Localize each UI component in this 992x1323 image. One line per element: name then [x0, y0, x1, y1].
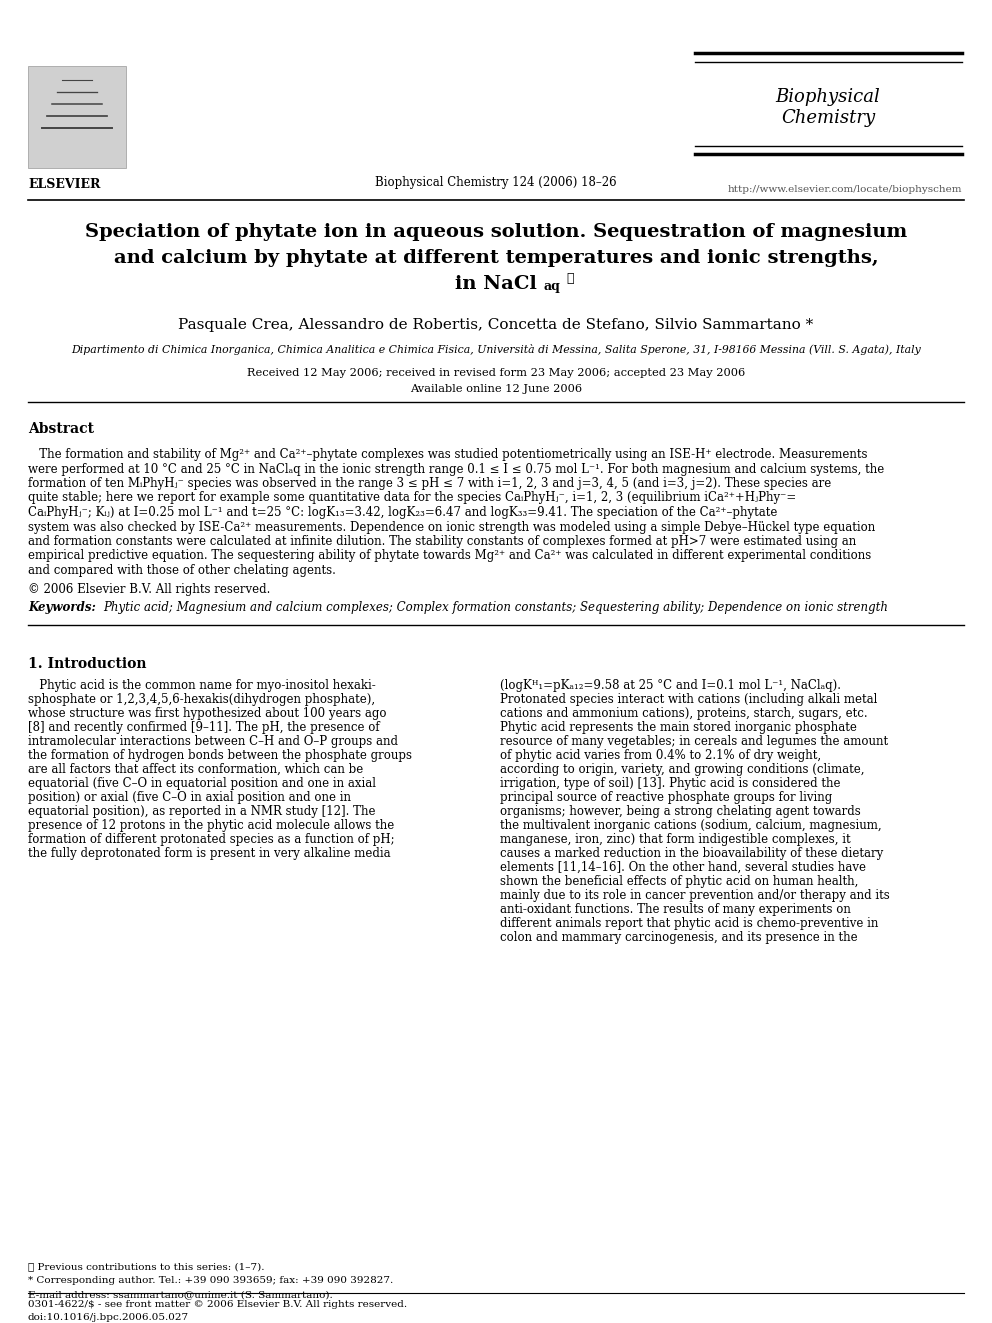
Text: and calcium by phytate at different temperatures and ionic strengths,: and calcium by phytate at different temp… — [114, 249, 878, 267]
Text: Abstract: Abstract — [28, 422, 94, 437]
Text: Dipartimento di Chimica Inorganica, Chimica Analitica e Chimica Fisica, Universi: Dipartimento di Chimica Inorganica, Chim… — [71, 344, 921, 355]
Text: doi:10.1016/j.bpc.2006.05.027: doi:10.1016/j.bpc.2006.05.027 — [28, 1312, 189, 1322]
Text: whose structure was first hypothesized about 100 years ago: whose structure was first hypothesized a… — [28, 706, 387, 720]
Text: http://www.elsevier.com/locate/biophyschem: http://www.elsevier.com/locate/biophysch… — [727, 185, 962, 194]
Text: were performed at 10 °C and 25 °C in NaClₐq in the ionic strength range 0.1 ≤ I : were performed at 10 °C and 25 °C in NaC… — [28, 463, 884, 475]
Text: ☆ Previous contributions to this series: (1–7).: ☆ Previous contributions to this series:… — [28, 1262, 265, 1271]
Text: Protonated species interact with cations (including alkali metal: Protonated species interact with cations… — [500, 692, 877, 705]
Text: according to origin, variety, and growing conditions (climate,: according to origin, variety, and growin… — [500, 762, 864, 775]
Text: * Corresponding author. Tel.: +39 090 393659; fax: +39 090 392827.: * Corresponding author. Tel.: +39 090 39… — [28, 1275, 393, 1285]
Text: anti-oxidant functions. The results of many experiments on: anti-oxidant functions. The results of m… — [500, 902, 851, 916]
Text: the formation of hydrogen bonds between the phosphate groups: the formation of hydrogen bonds between … — [28, 749, 412, 762]
Text: causes a marked reduction in the bioavailability of these dietary: causes a marked reduction in the bioavai… — [500, 847, 883, 860]
Text: system was also checked by ISE-Ca²⁺ measurements. Dependence on ionic strength w: system was also checked by ISE-Ca²⁺ meas… — [28, 520, 875, 533]
Text: sphosphate or 1,2,3,4,5,6-hexakis(dihydrogen phosphate),: sphosphate or 1,2,3,4,5,6-hexakis(dihydr… — [28, 692, 375, 705]
Text: Available online 12 June 2006: Available online 12 June 2006 — [410, 384, 582, 394]
Text: [8] and recently confirmed [9–11]. The pH, the presence of: [8] and recently confirmed [9–11]. The p… — [28, 721, 380, 733]
Text: resource of many vegetables; in cereals and legumes the amount: resource of many vegetables; in cereals … — [500, 734, 888, 747]
Text: Received 12 May 2006; received in revised form 23 May 2006; accepted 23 May 2006: Received 12 May 2006; received in revise… — [247, 368, 745, 378]
Text: (logKᴴ₁=pKₐ₁₂=9.58 at 25 °C and I=0.1 mol L⁻¹, NaClₐq).: (logKᴴ₁=pKₐ₁₂=9.58 at 25 °C and I=0.1 mo… — [500, 679, 841, 692]
Text: equatorial position), as reported in a NMR study [12]. The: equatorial position), as reported in a N… — [28, 804, 376, 818]
Text: CaᵢPhyHⱼ⁻; Kᵢⱼ) at I=0.25 mol L⁻¹ and t=25 °C: logK₁₃=3.42, logK₂₃=6.47 and logK: CaᵢPhyHⱼ⁻; Kᵢⱼ) at I=0.25 mol L⁻¹ and t=… — [28, 505, 778, 519]
Text: position) or axial (five C–O in axial position and one in: position) or axial (five C–O in axial po… — [28, 791, 351, 803]
Text: The formation and stability of Mg²⁺ and Ca²⁺–phytate complexes was studied poten: The formation and stability of Mg²⁺ and … — [28, 448, 867, 460]
Text: mainly due to its role in cancer prevention and/or therapy and its: mainly due to its role in cancer prevent… — [500, 889, 890, 901]
Text: colon and mammary carcinogenesis, and its presence in the: colon and mammary carcinogenesis, and it… — [500, 930, 858, 943]
Text: Phytic acid represents the main stored inorganic phosphate: Phytic acid represents the main stored i… — [500, 721, 857, 733]
Text: formation of ten MᵢPhyHⱼ⁻ species was observed in the range 3 ≤ pH ≤ 7 with i=1,: formation of ten MᵢPhyHⱼ⁻ species was ob… — [28, 478, 831, 490]
Text: different animals report that phytic acid is chemo-preventive in: different animals report that phytic aci… — [500, 917, 878, 930]
Text: shown the beneficial effects of phytic acid on human health,: shown the beneficial effects of phytic a… — [500, 875, 858, 888]
Text: equatorial (five C–O in equatorial position and one in axial: equatorial (five C–O in equatorial posit… — [28, 777, 376, 790]
Text: Keywords:: Keywords: — [28, 601, 100, 614]
Text: manganese, iron, zinc) that form indigestible complexes, it: manganese, iron, zinc) that form indiges… — [500, 832, 850, 845]
Text: the fully deprotonated form is present in very alkaline media: the fully deprotonated form is present i… — [28, 847, 391, 860]
Text: Phytic acid; Magnesium and calcium complexes; Complex formation constants; Seque: Phytic acid; Magnesium and calcium compl… — [103, 601, 888, 614]
Text: Biophysical
Chemistry: Biophysical Chemistry — [776, 89, 880, 127]
Text: in NaCl: in NaCl — [455, 275, 537, 292]
Text: and compared with those of other chelating agents.: and compared with those of other chelati… — [28, 564, 336, 577]
Text: 0301-4622/$ - see front matter © 2006 Elsevier B.V. All rights reserved.: 0301-4622/$ - see front matter © 2006 El… — [28, 1301, 407, 1308]
Bar — [28, 66, 126, 168]
Text: principal source of reactive phosphate groups for living: principal source of reactive phosphate g… — [500, 791, 832, 803]
Text: Phytic acid is the common name for myo-inositol hexaki-: Phytic acid is the common name for myo-i… — [28, 679, 376, 692]
Text: irrigation, type of soil) [13]. Phytic acid is considered the: irrigation, type of soil) [13]. Phytic a… — [500, 777, 840, 790]
Text: of phytic acid varies from 0.4% to 2.1% of dry weight,: of phytic acid varies from 0.4% to 2.1% … — [500, 749, 821, 762]
Text: the multivalent inorganic cations (sodium, calcium, magnesium,: the multivalent inorganic cations (sodiu… — [500, 819, 882, 831]
Text: intramolecular interactions between C–H and O–P groups and: intramolecular interactions between C–H … — [28, 734, 398, 747]
Text: elements [11,14–16]. On the other hand, several studies have: elements [11,14–16]. On the other hand, … — [500, 860, 866, 873]
Text: organisms; however, being a strong chelating agent towards: organisms; however, being a strong chela… — [500, 804, 861, 818]
Text: Pasquale Crea, Alessandro de Robertis, Concetta de Stefano, Silvio Sammartano *: Pasquale Crea, Alessandro de Robertis, C… — [179, 318, 813, 332]
Text: © 2006 Elsevier B.V. All rights reserved.: © 2006 Elsevier B.V. All rights reserved… — [28, 583, 271, 597]
Text: formation of different protonated species as a function of pH;: formation of different protonated specie… — [28, 832, 395, 845]
Text: ☆: ☆ — [566, 273, 573, 284]
Text: ELSEVIER: ELSEVIER — [28, 179, 100, 191]
Text: 1. Introduction: 1. Introduction — [28, 656, 147, 671]
Text: Speciation of phytate ion in aqueous solution. Sequestration of magnesium: Speciation of phytate ion in aqueous sol… — [85, 224, 907, 241]
Text: and formation constants were calculated at infinite dilution. The stability cons: and formation constants were calculated … — [28, 534, 856, 548]
Text: are all factors that affect its conformation, which can be: are all factors that affect its conforma… — [28, 762, 363, 775]
Text: cations and ammonium cations), proteins, starch, sugars, etc.: cations and ammonium cations), proteins,… — [500, 706, 868, 720]
Text: Biophysical Chemistry 124 (2006) 18–26: Biophysical Chemistry 124 (2006) 18–26 — [375, 176, 617, 189]
Text: empirical predictive equation. The sequestering ability of phytate towards Mg²⁺ : empirical predictive equation. The seque… — [28, 549, 871, 562]
Text: E-mail address: ssammartano@unime.it (S. Sammartano).: E-mail address: ssammartano@unime.it (S.… — [28, 1290, 332, 1299]
Text: presence of 12 protons in the phytic acid molecule allows the: presence of 12 protons in the phytic aci… — [28, 819, 394, 831]
Text: aq: aq — [543, 280, 559, 292]
Text: quite stable; here we report for example some quantitative data for the species : quite stable; here we report for example… — [28, 492, 797, 504]
